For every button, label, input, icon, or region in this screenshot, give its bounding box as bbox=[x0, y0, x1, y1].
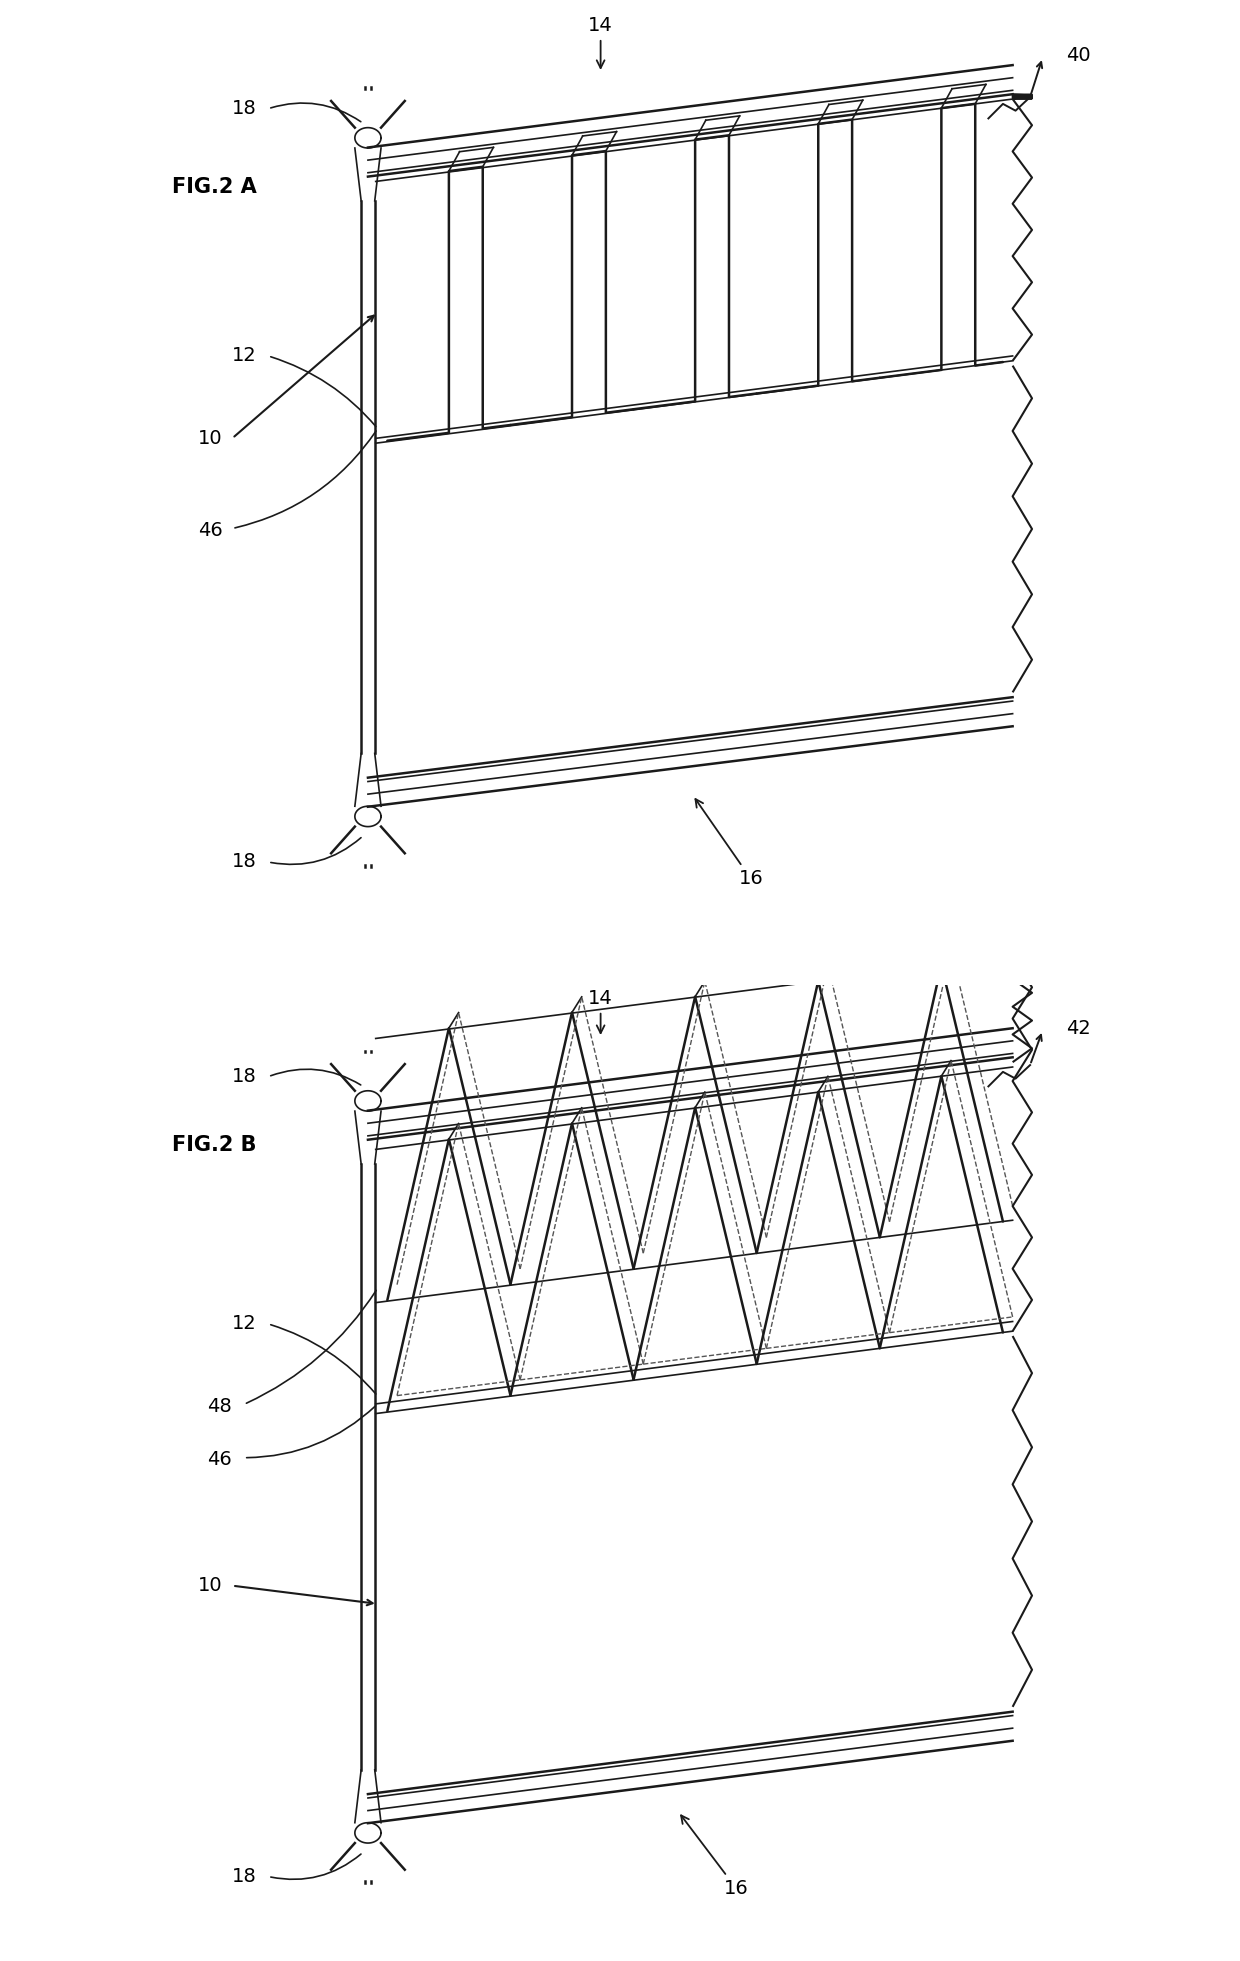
Text: 40: 40 bbox=[1066, 45, 1090, 65]
Text: 16: 16 bbox=[681, 1816, 749, 1898]
Text: 46: 46 bbox=[207, 1449, 232, 1469]
Text: 14: 14 bbox=[588, 988, 613, 1033]
Text: 16: 16 bbox=[696, 798, 764, 888]
Text: 18: 18 bbox=[232, 853, 257, 871]
Text: 12: 12 bbox=[232, 347, 257, 365]
Text: 10: 10 bbox=[198, 429, 222, 447]
Text: 18: 18 bbox=[232, 1867, 257, 1886]
Text: FIG.2 B: FIG.2 B bbox=[172, 1135, 257, 1155]
Text: 14: 14 bbox=[588, 16, 613, 69]
Text: 18: 18 bbox=[232, 1067, 257, 1086]
Text: 46: 46 bbox=[197, 522, 222, 539]
Text: 42: 42 bbox=[1066, 1018, 1091, 1037]
Text: 18: 18 bbox=[232, 100, 257, 118]
Text: 48: 48 bbox=[207, 1396, 232, 1416]
Text: 12: 12 bbox=[232, 1314, 257, 1333]
Text: FIG.2 A: FIG.2 A bbox=[172, 176, 257, 196]
Text: 10: 10 bbox=[198, 1577, 222, 1594]
